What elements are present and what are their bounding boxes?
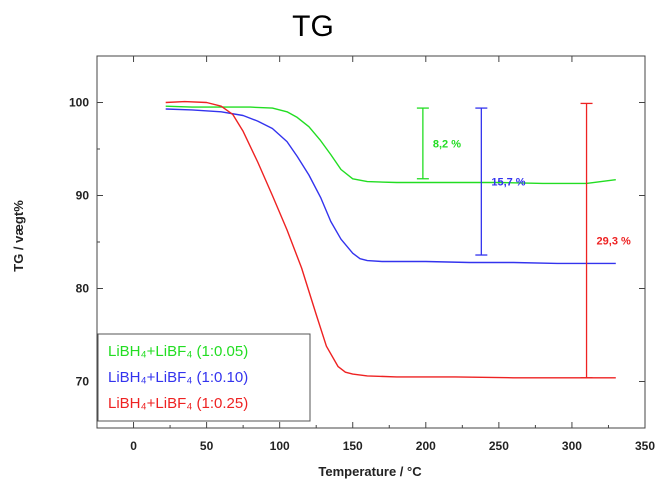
y-tick-label: 90 (76, 189, 90, 203)
x-tick-label: 350 (635, 439, 655, 453)
x-tick-label: 100 (270, 439, 290, 453)
annotation-label: 8,2 % (433, 138, 461, 150)
series-line-3 (165, 100, 616, 379)
y-axis-title: TG / vægt% (11, 200, 26, 272)
x-tick-label: 0 (130, 439, 137, 453)
annotation-label: 29,3 % (597, 236, 631, 248)
y-tick-label: 100 (69, 96, 89, 110)
x-tick-label: 50 (200, 439, 214, 453)
chart-title: TG (292, 10, 334, 43)
series-line-2 (165, 108, 616, 265)
x-tick-label: 200 (416, 439, 436, 453)
y-tick-label: 80 (76, 282, 90, 296)
legend: LiBH₄+LiBF₄ (1:0.05) LiBH₄+LiBF₄ (1:0.10)… (97, 333, 311, 422)
series-line-1 (165, 105, 616, 185)
x-tick-label: 300 (562, 439, 582, 453)
legend-entry-3: LiBH₄+LiBF₄ (1:0.25) (108, 395, 248, 412)
legend-box (97, 333, 311, 422)
legend-entry-1: LiBH₄+LiBF₄ (1:0.05) (108, 343, 248, 360)
series-group (165, 100, 616, 379)
x-axis-title: Temperature / °C (318, 464, 422, 479)
x-tick-label: 250 (489, 439, 509, 453)
x-tick-label: 150 (343, 439, 363, 453)
annotations: 8,2 % 15,7 % 29,3 % (416, 102, 631, 379)
y-tick-label: 70 (76, 375, 90, 389)
axes: 0 50 100 150 200 250 300 350 70 80 90 100 (69, 55, 655, 453)
annotation-label: 15,7 % (491, 177, 525, 189)
legend-entry-2: LiBH₄+LiBF₄ (1:0.10) (108, 369, 248, 386)
